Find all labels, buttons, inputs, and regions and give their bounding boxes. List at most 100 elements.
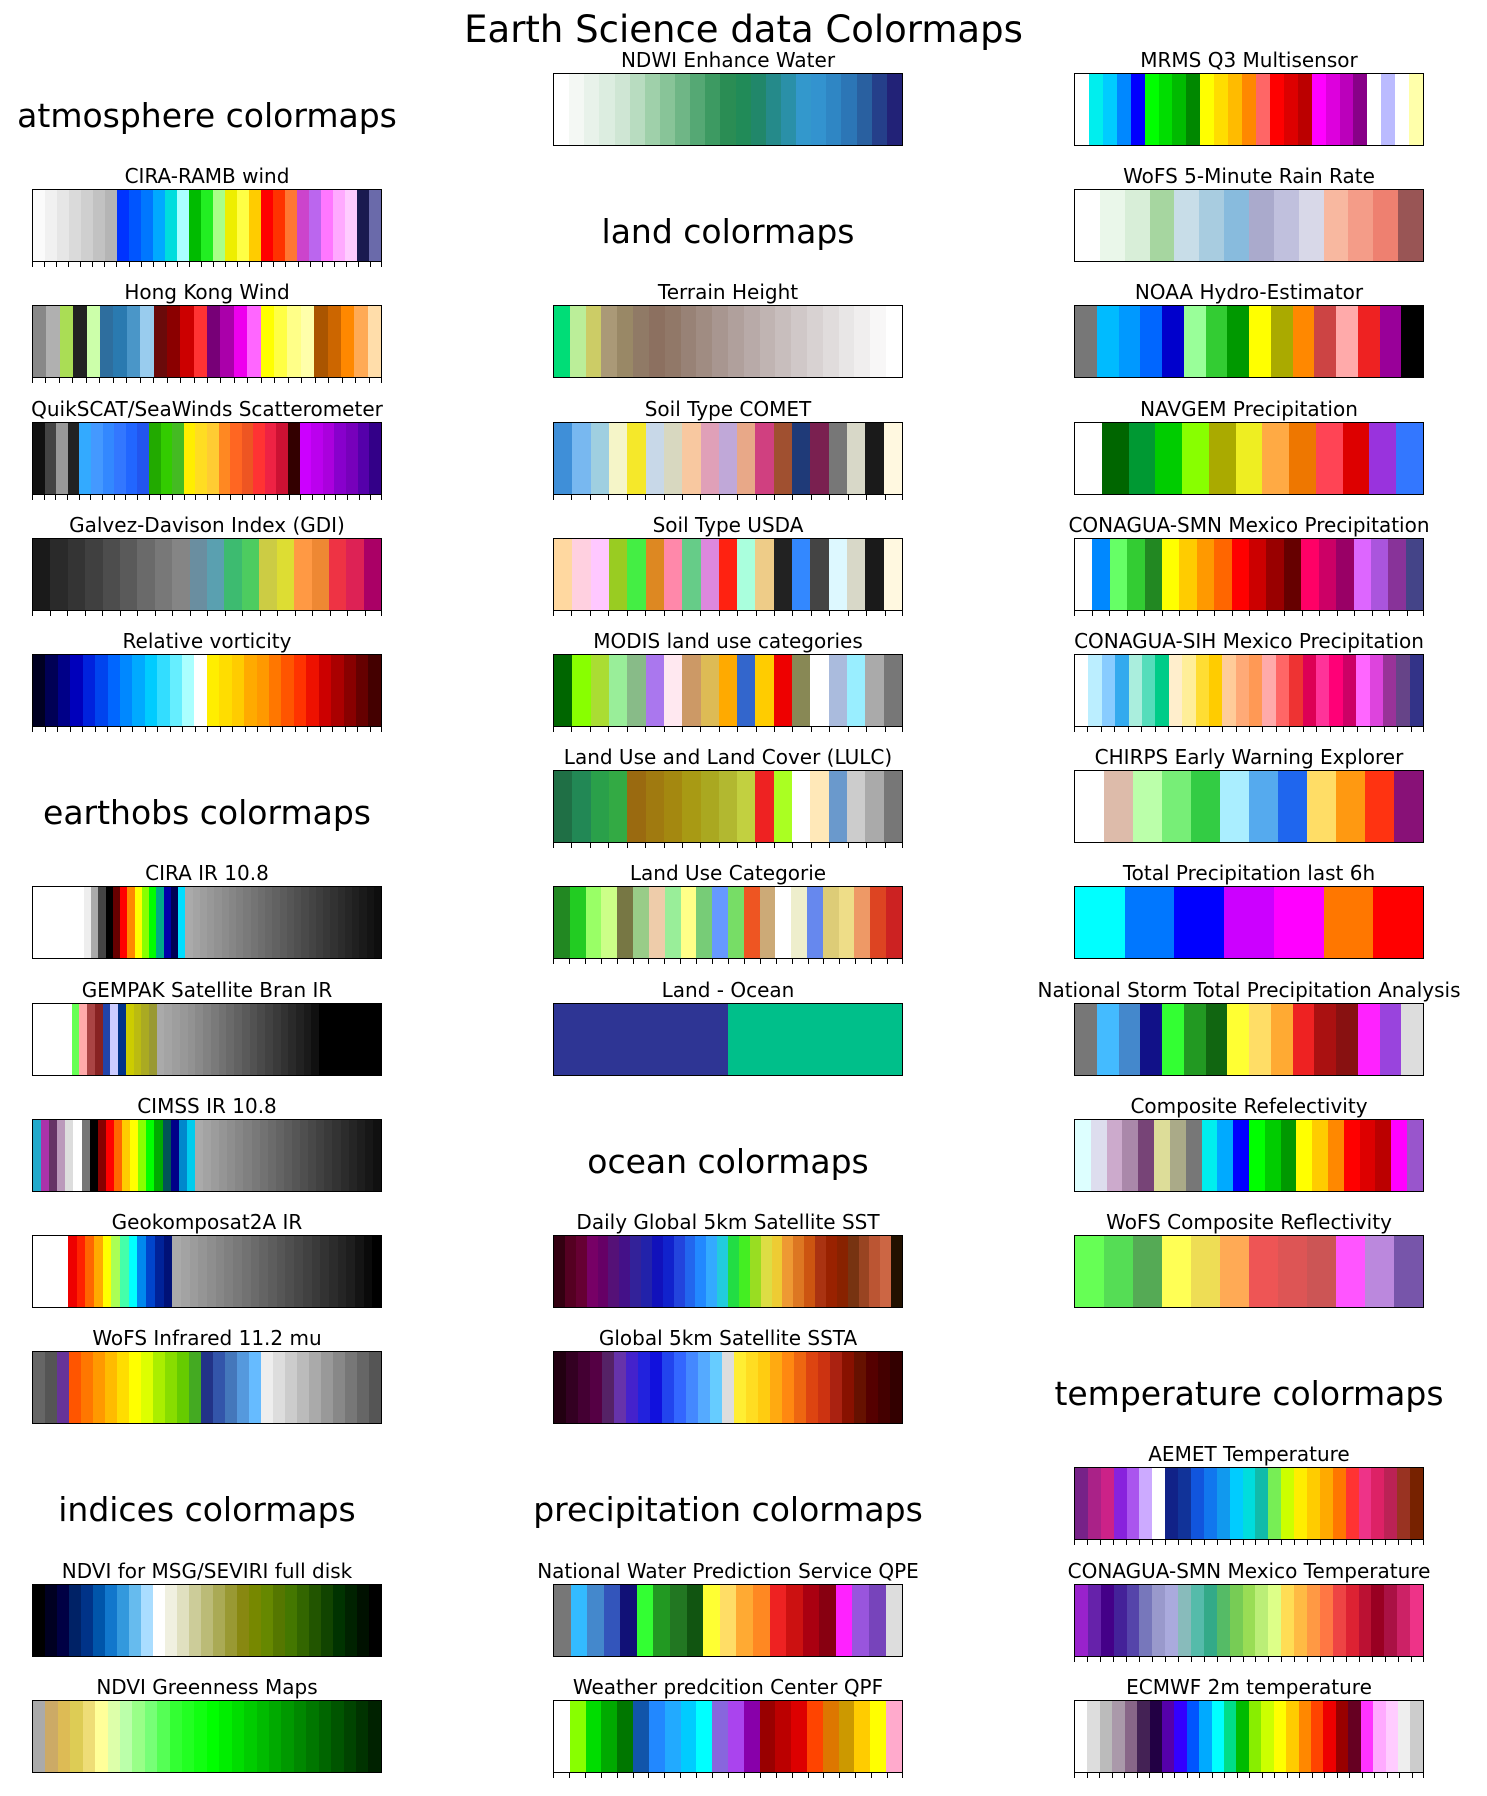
color-swatch [132,655,145,726]
color-swatch [1205,1003,1228,1075]
color-swatch [345,190,357,262]
tick-mark [1087,1772,1088,1778]
tick-mark [45,727,46,732]
color-swatch [1162,771,1191,843]
tick-mark [811,727,812,732]
color-swatch [653,1584,671,1656]
tick-mark [230,494,231,500]
tick-row [553,610,903,617]
color-swatch [57,1119,66,1191]
color-swatch [1075,422,1102,494]
color-swatch [759,1700,776,1772]
tick-mark [866,727,867,732]
tick-mark [1398,1540,1399,1546]
tick-row [1074,1656,1424,1663]
color-swatch [366,887,374,959]
tick-row [1074,495,1424,501]
color-swatch [97,1119,106,1191]
tick-mark [848,843,849,849]
color-swatch [811,74,827,145]
color-swatch [105,887,113,959]
colormap-panel: ECMWF 2m temperature [1074,1675,1424,1778]
color-swatch [120,538,138,610]
color-swatch [169,655,183,726]
color-swatch [1165,1468,1179,1540]
color-swatch [94,1003,103,1075]
color-swatch [755,655,774,726]
color-swatch [137,422,149,494]
color-swatch [1174,190,1200,262]
color-swatch [590,771,609,843]
color-swatch [1298,190,1324,262]
color-swatch [182,655,195,726]
tick-mark [1294,1656,1295,1662]
tick-mark [808,959,809,965]
tick-mark [257,727,258,732]
color-swatch [57,1700,71,1772]
tick-mark [645,843,646,849]
colormap-title: QuikSCAT/SeaWinds Scatterometer [31,396,383,421]
tick-mark [347,610,348,616]
tick-mark [347,494,348,500]
color-swatch [346,1236,356,1307]
figure-title: Earth Science data Colormaps [464,8,1023,51]
color-swatch [1096,306,1119,378]
color-swatch [340,306,355,378]
color-swatch [164,1003,173,1075]
tick-mark [1212,1772,1213,1778]
color-swatch [698,1352,710,1424]
color-swatch [86,306,100,378]
tick-mark [213,262,214,268]
tick-mark [1312,1772,1313,1778]
color-swatch [283,1119,292,1191]
color-swatch [41,1236,51,1307]
color-swatch [617,887,634,959]
color-swatch [1075,771,1104,843]
tick-mark [232,727,233,732]
tick-mark [608,843,609,849]
tick-mark [1423,610,1424,616]
color-swatch [1155,655,1169,726]
color-swatch [737,655,756,726]
colormap-bar [553,73,903,146]
color-swatch [141,190,153,262]
color-swatch [614,74,630,145]
color-swatch [1201,1119,1218,1191]
tick-mark [811,494,812,500]
color-swatch [608,771,628,843]
color-swatch [1162,1003,1184,1075]
color-swatch [81,1352,93,1424]
color-swatch [775,1700,792,1772]
color-swatch [172,1236,181,1307]
color-swatch [810,422,829,494]
color-swatch [1183,306,1206,378]
color-swatch [224,1236,234,1307]
tick-mark [774,727,775,732]
tick-mark [1113,1656,1114,1662]
color-swatch [554,306,570,378]
tick-mark [1149,1772,1150,1778]
color-swatch [620,1584,637,1656]
tick-mark [312,494,313,500]
color-swatch [322,422,335,494]
color-swatch [225,190,237,262]
colormap-bar [1074,654,1424,727]
color-swatch [682,655,701,726]
tick-mark [90,494,91,500]
color-swatch [1323,190,1349,262]
tick-mark [72,378,73,384]
color-swatch [153,306,167,378]
tick-mark [553,843,554,849]
color-swatch [166,306,181,378]
color-swatch [626,1352,638,1424]
tick-mark [601,1772,602,1778]
colormap-bar [553,1235,903,1308]
color-swatch [1335,1700,1349,1772]
colormap-bar [1074,189,1424,263]
tick-mark [682,727,683,732]
tick-mark [1127,610,1128,616]
colormap-title: NAVGEM Precipitation [1140,396,1358,421]
colormap-bar [1074,1699,1424,1773]
color-swatch [727,1700,744,1772]
color-swatch [765,74,781,145]
